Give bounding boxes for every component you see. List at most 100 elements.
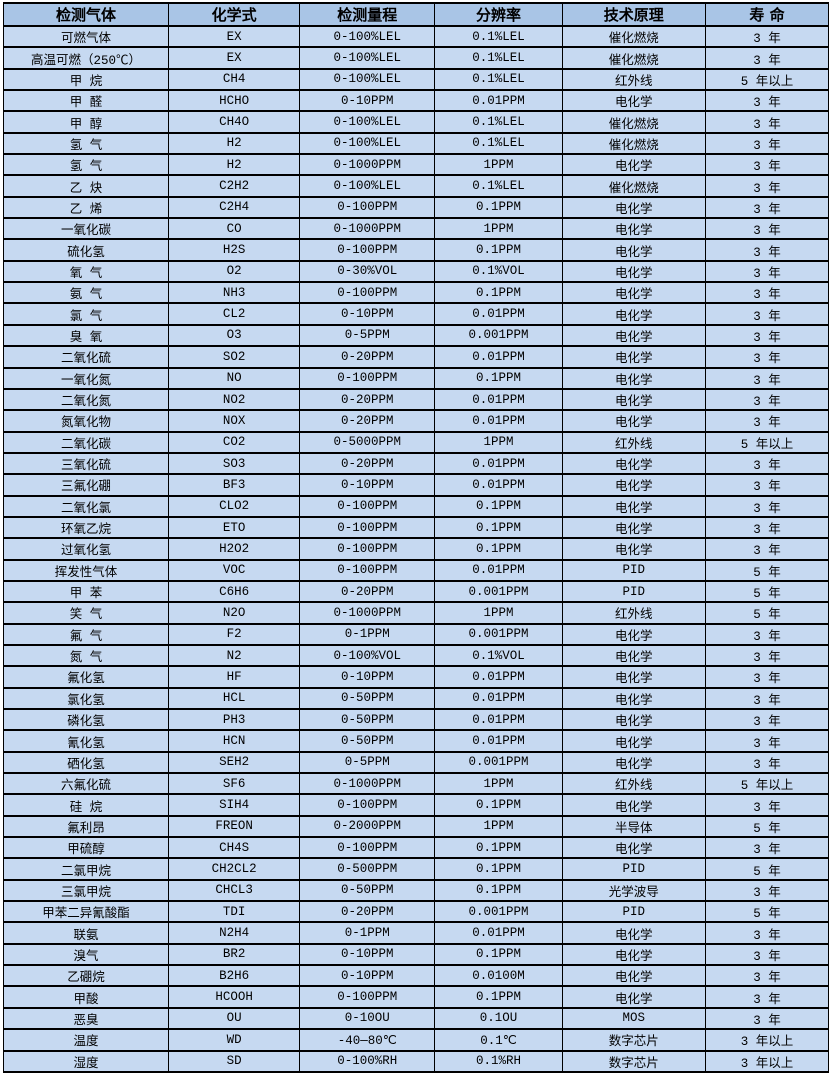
table-row: 二氧化氯 CLO2 0-100PPM 0.1PPM 电化学 3 年: [3, 494, 829, 518]
table-row: 恶臭 OU 0-10OU 0.1OU MOS 3 年: [3, 1006, 829, 1031]
column-header-formula: 化学式: [167, 2, 301, 27]
lifespan-cell: 3 年: [705, 89, 829, 113]
resolution-cell: 0.1PPM: [434, 281, 563, 305]
lifespan-cell: 5 年: [705, 900, 829, 924]
formula-cell: H2S: [167, 238, 301, 262]
formula-cell: C2H2: [167, 174, 301, 198]
gas-name-cell: 湿度: [3, 1049, 169, 1073]
principle-cell: 电化学: [561, 281, 707, 305]
formula-cell: H2O2: [167, 537, 301, 561]
formula-cell: CH4: [167, 67, 301, 92]
table-row: 氧 气 O2 0-30%VOL 0.1%VOL 电化学 3 年: [3, 259, 829, 284]
gas-name-cell: 氮氧化物: [3, 409, 169, 433]
gas-name-cell: 甲苯二异氰酸酯: [3, 900, 169, 924]
formula-cell: CH4S: [167, 836, 301, 860]
table-row: 过氧化氢 H2O2 0-100PPM 0.1PPM 电化学 3 年: [3, 537, 829, 561]
gas-name-cell: 环氧乙烷: [3, 515, 169, 540]
lifespan-cell: 3 年: [705, 942, 829, 967]
lifespan-cell: 3 年: [705, 451, 829, 476]
formula-cell: CO2: [167, 430, 301, 454]
principle-cell: PID: [561, 579, 707, 604]
gas-name-cell: 氟 气: [3, 622, 169, 646]
range-cell: 0-100PPM: [299, 366, 436, 390]
principle-cell: 数字芯片: [561, 1028, 707, 1052]
lifespan-cell: 3 年: [705, 964, 829, 988]
principle-cell: 电化学: [561, 686, 707, 711]
formula-cell: CH2CL2: [167, 857, 301, 881]
formula-cell: TDI: [167, 900, 301, 924]
principle-cell: 催化燃烧: [561, 131, 707, 156]
principle-cell: 催化燃烧: [561, 174, 707, 198]
lifespan-cell: 3 年以上: [705, 1049, 829, 1073]
gas-name-cell: 温度: [3, 1028, 169, 1052]
table-row: 氮氧化物 NOX 0-20PPM 0.01PPM 电化学 3 年: [3, 409, 829, 433]
formula-cell: NO: [167, 366, 301, 390]
range-cell: 0-20PPM: [299, 579, 436, 604]
formula-cell: PH3: [167, 707, 301, 732]
principle-cell: 电化学: [561, 89, 707, 113]
range-cell: 0-20PPM: [299, 451, 436, 476]
principle-cell: 红外线: [561, 601, 707, 625]
gas-name-cell: 二氧化硫: [3, 345, 169, 369]
formula-cell: EX: [167, 46, 301, 70]
lifespan-cell: 3 年: [705, 793, 829, 817]
principle-cell: 电化学: [561, 707, 707, 732]
formula-cell: H2: [167, 153, 301, 177]
table-row: 三氟化硼 BF3 0-10PPM 0.01PPM 电化学 3 年: [3, 473, 829, 497]
principle-cell: 电化学: [561, 409, 707, 433]
resolution-cell: 0.1%LEL: [434, 46, 563, 70]
formula-cell: B2H6: [167, 964, 301, 988]
lifespan-cell: 5 年: [705, 601, 829, 625]
formula-cell: F2: [167, 622, 301, 646]
range-cell: 0-10PPM: [299, 302, 436, 326]
resolution-cell: 0.01PPM: [434, 729, 563, 753]
range-cell: 0-20PPM: [299, 345, 436, 369]
resolution-cell: 0.1%VOL: [434, 643, 563, 668]
gas-name-cell: 二氧化氮: [3, 387, 169, 412]
lifespan-cell: 3 年: [705, 729, 829, 753]
formula-cell: SEH2: [167, 750, 301, 775]
principle-cell: 电化学: [561, 473, 707, 497]
principle-cell: 电化学: [561, 643, 707, 668]
table-row: 氰化氢 HCN 0-50PPM 0.01PPM 电化学 3 年: [3, 729, 829, 753]
principle-cell: 电化学: [561, 729, 707, 753]
lifespan-cell: 3 年: [705, 195, 829, 220]
gas-name-cell: 氯 气: [3, 302, 169, 326]
range-cell: 0-10PPM: [299, 89, 436, 113]
range-cell: 0-100%RH: [299, 1049, 436, 1073]
principle-cell: 电化学: [561, 366, 707, 390]
gas-name-cell: 六氟化硫: [3, 772, 169, 796]
table-row: 三氯甲烷 CHCL3 0-50PPM 0.1PPM 光学波导 3 年: [3, 878, 829, 903]
lifespan-cell: 3 年: [705, 686, 829, 711]
table-row: 氮 气 N2 0-100%VOL 0.1%VOL 电化学 3 年: [3, 643, 829, 668]
principle-cell: PID: [561, 558, 707, 582]
gas-name-cell: 氟化氢: [3, 665, 169, 689]
lifespan-cell: 3 年以上: [705, 1028, 829, 1052]
column-header-gas: 检测气体: [3, 2, 169, 27]
gas-name-cell: 甲 苯: [3, 579, 169, 604]
column-header-principle: 技术原理: [561, 2, 707, 27]
table-row: 环氧乙烷 ETO 0-100PPM 0.1PPM 电化学 3 年: [3, 515, 829, 540]
gas-name-cell: 甲硫醇: [3, 836, 169, 860]
lifespan-cell: 3 年: [705, 473, 829, 497]
range-cell: 0-100%LEL: [299, 24, 436, 49]
gas-name-cell: 甲 烷: [3, 67, 169, 92]
principle-cell: 电化学: [561, 665, 707, 689]
table-row: 氨 气 NH3 0-100PPM 0.1PPM 电化学 3 年: [3, 281, 829, 305]
table-row: 甲苯二异氰酸酯 TDI 0-20PPM 0.001PPM PID 5 年: [3, 900, 829, 924]
range-cell: 0-10PPM: [299, 665, 436, 689]
lifespan-cell: 5 年以上: [705, 67, 829, 92]
range-cell: 0-5PPM: [299, 323, 436, 348]
principle-cell: 电化学: [561, 238, 707, 262]
formula-cell: CLO2: [167, 494, 301, 518]
table-row: 甲 醇 CH4O 0-100%LEL 0.1%LEL 催化燃烧 3 年: [3, 110, 829, 134]
resolution-cell: 0.1PPM: [434, 537, 563, 561]
principle-cell: 催化燃烧: [561, 24, 707, 49]
gas-name-cell: 甲 醇: [3, 110, 169, 134]
resolution-cell: 1PPM: [434, 153, 563, 177]
resolution-cell: 1PPM: [434, 430, 563, 454]
range-cell: 0-100PPM: [299, 836, 436, 860]
resolution-cell: 0.1%RH: [434, 1049, 563, 1073]
gas-name-cell: 硅 烷: [3, 793, 169, 817]
